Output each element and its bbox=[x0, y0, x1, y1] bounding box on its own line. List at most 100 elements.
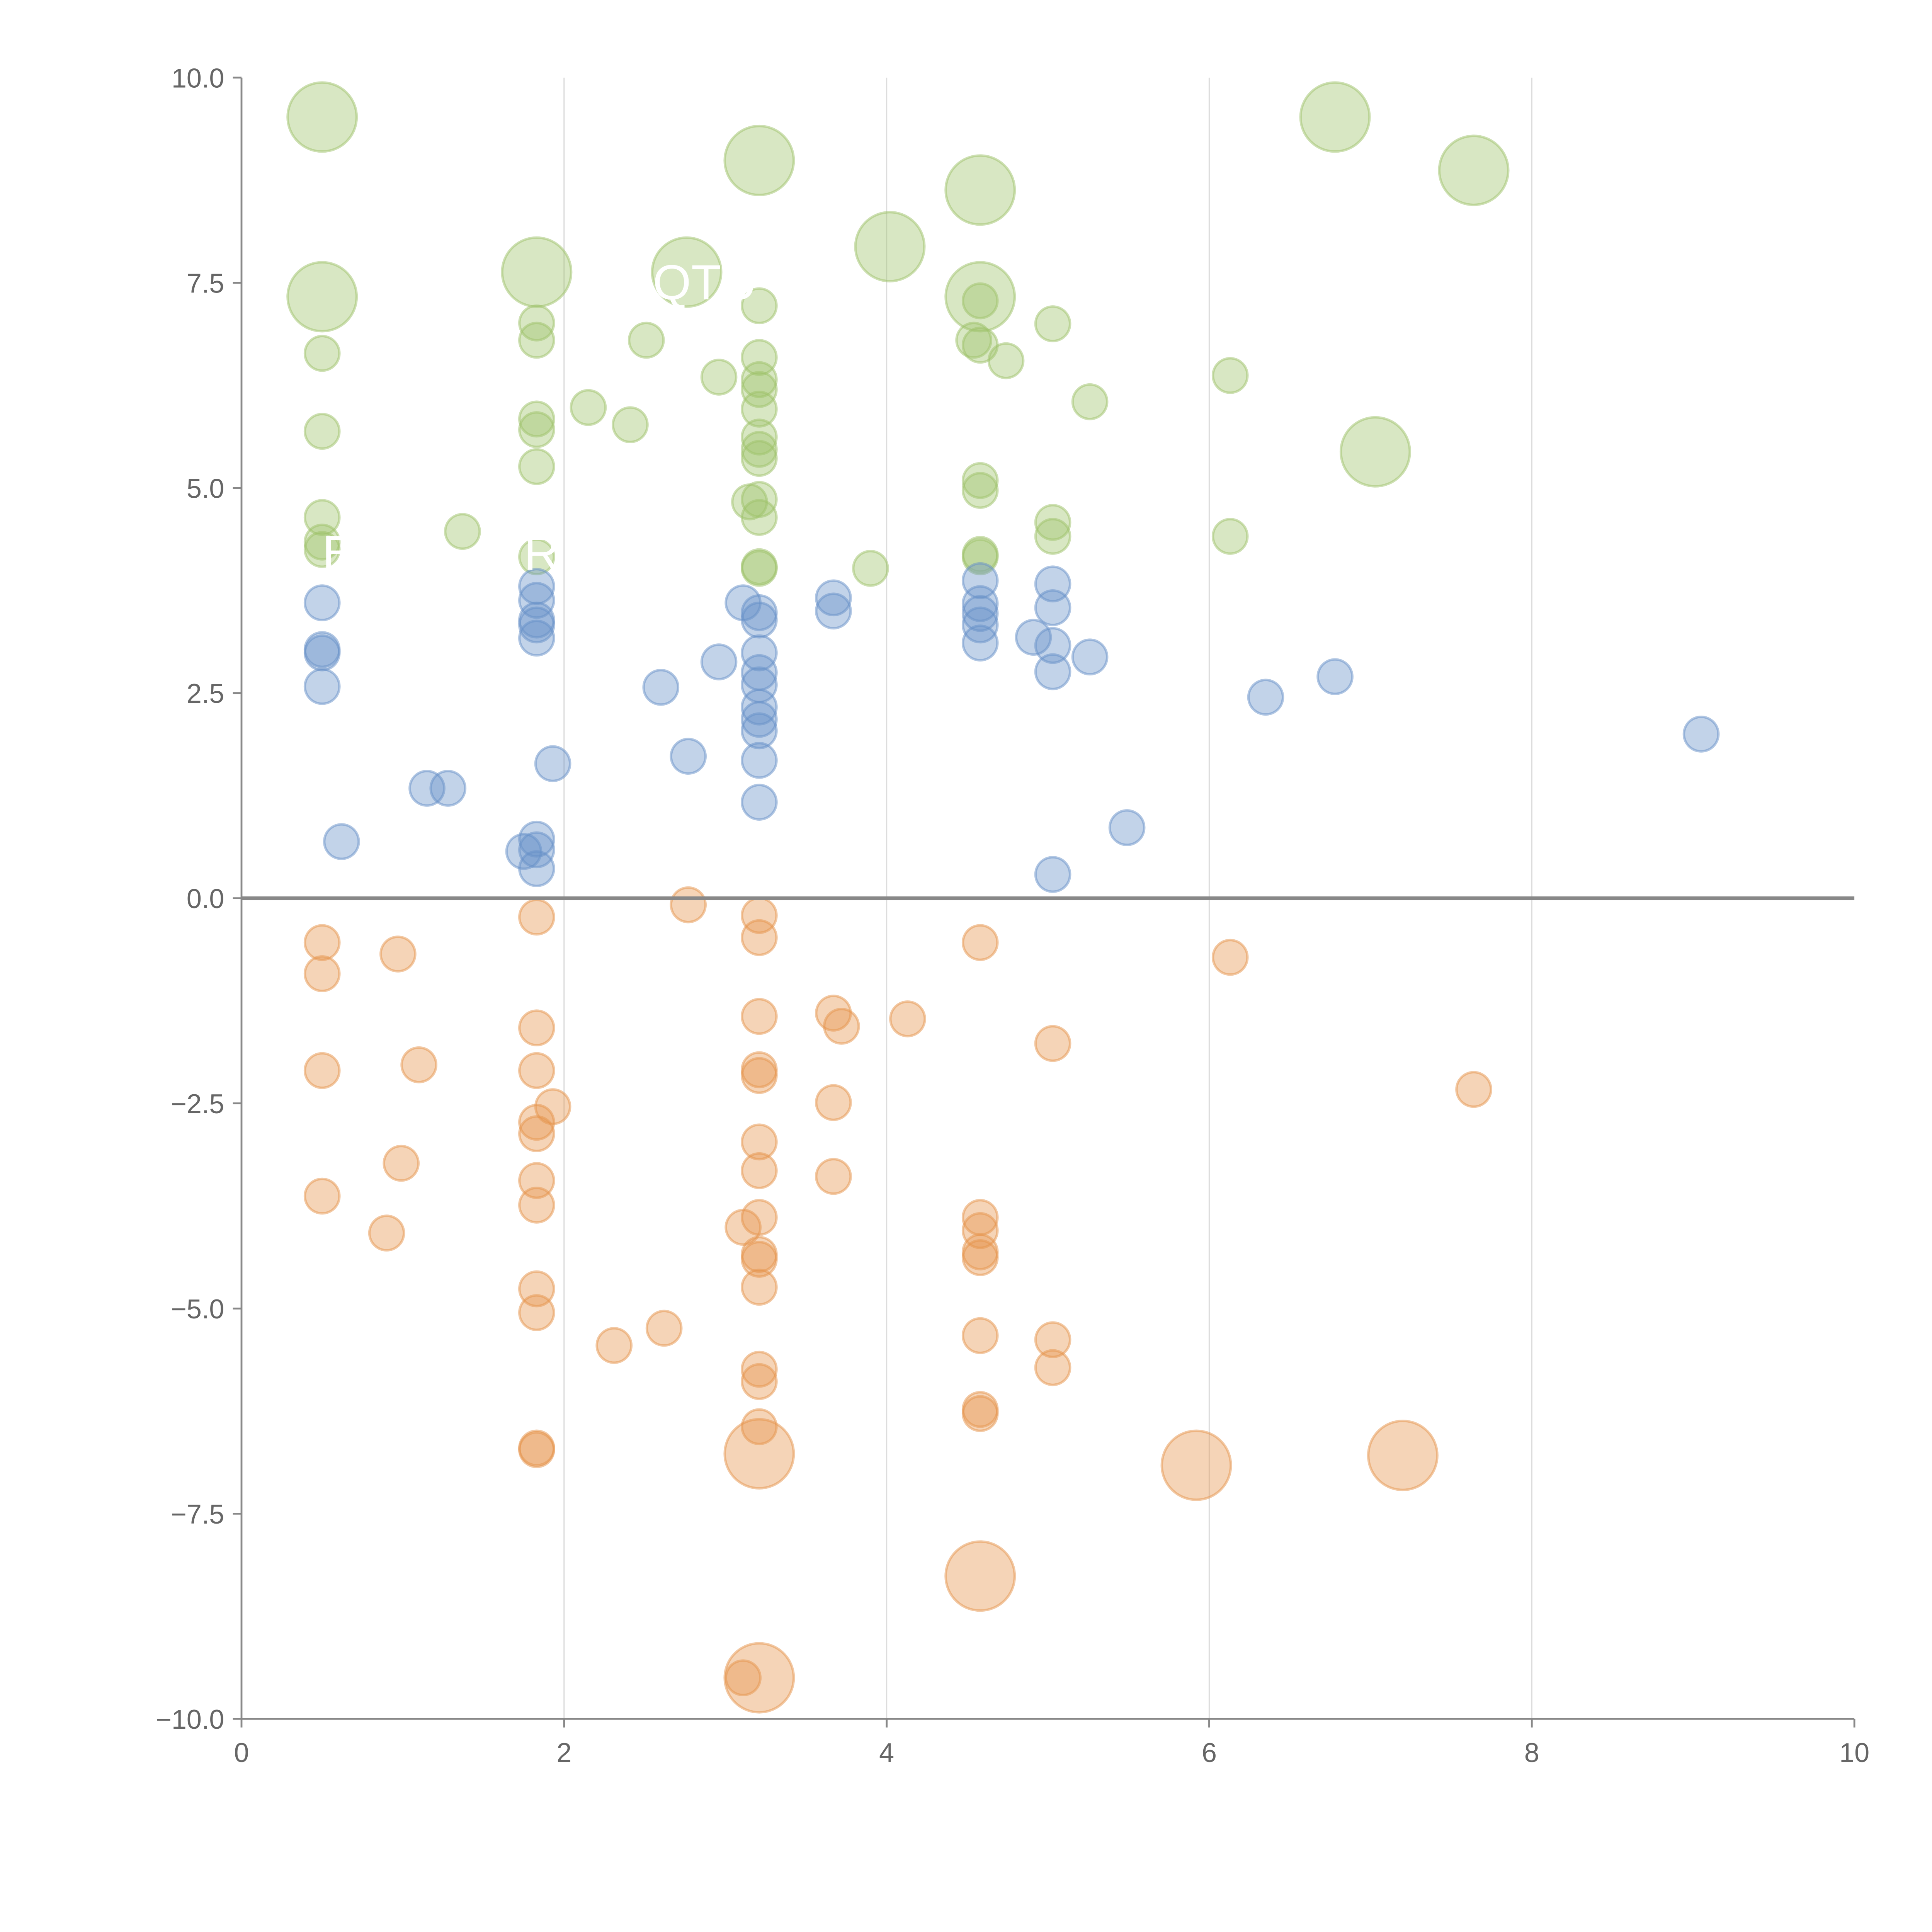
data-point-blue bbox=[670, 738, 707, 775]
y-tick-label: −5.0 bbox=[171, 1294, 224, 1324]
data-point-green bbox=[741, 391, 778, 428]
data-point-green bbox=[286, 261, 358, 333]
x-tick-label: 6 bbox=[1202, 1737, 1217, 1768]
data-point-green bbox=[518, 321, 555, 359]
data-point-orange bbox=[961, 1317, 999, 1354]
data-point-green bbox=[501, 236, 573, 308]
data-point-orange bbox=[303, 1177, 341, 1215]
data-point-blue bbox=[1316, 658, 1354, 696]
data-point-blue bbox=[642, 668, 680, 706]
data-point-blue bbox=[303, 584, 341, 621]
data-point-blue bbox=[518, 606, 555, 644]
data-point-orange bbox=[741, 1123, 778, 1161]
data-point-orange bbox=[518, 1009, 555, 1046]
data-point-green bbox=[741, 418, 778, 456]
data-point-green bbox=[741, 550, 778, 587]
data-point-orange bbox=[741, 919, 778, 956]
data-point-orange bbox=[379, 935, 417, 973]
data-point-blue bbox=[741, 712, 778, 750]
data-point-blue bbox=[961, 624, 999, 662]
data-point-blue bbox=[741, 601, 778, 639]
data-point-green bbox=[1211, 357, 1249, 394]
data-point-orange bbox=[741, 1350, 778, 1388]
data-point-orange bbox=[383, 1145, 420, 1182]
data-point-green bbox=[741, 440, 778, 477]
data-point-orange bbox=[741, 1241, 778, 1278]
data-point-blue bbox=[518, 619, 555, 657]
data-point-green bbox=[1071, 383, 1109, 420]
data-point-orange bbox=[645, 1310, 683, 1347]
data-point-green bbox=[1211, 518, 1249, 555]
data-point-green bbox=[1299, 81, 1371, 153]
data-point-green bbox=[518, 538, 555, 575]
data-point-orange bbox=[595, 1327, 633, 1364]
data-point-orange bbox=[944, 1540, 1016, 1612]
data-point-orange bbox=[518, 1187, 555, 1224]
point-annotation: QTU bbox=[653, 255, 757, 310]
y-tick-label: 0.0 bbox=[187, 883, 224, 914]
data-point-orange bbox=[1160, 1429, 1232, 1501]
data-point-blue bbox=[1247, 679, 1284, 716]
data-point-green bbox=[723, 124, 795, 196]
data-point-green bbox=[444, 513, 481, 550]
data-point-orange bbox=[741, 1269, 778, 1306]
data-point-blue bbox=[1034, 627, 1071, 664]
data-point-blue bbox=[429, 770, 467, 807]
data-point-blue bbox=[741, 701, 778, 738]
data-point-orange bbox=[889, 1000, 926, 1037]
data-point-orange bbox=[961, 1395, 999, 1432]
data-point-green bbox=[944, 261, 1016, 333]
data-point-orange bbox=[961, 1239, 999, 1276]
data-point-green bbox=[303, 335, 341, 372]
data-point-orange bbox=[961, 924, 999, 961]
data-point-orange bbox=[368, 1214, 405, 1252]
data-point-green bbox=[303, 413, 341, 450]
data-point-green bbox=[518, 448, 555, 485]
annotations: QTU B R bbox=[322, 255, 757, 581]
data-point-orange bbox=[741, 1363, 778, 1400]
data-point-green bbox=[651, 236, 723, 308]
x-tick-label: 10 bbox=[1839, 1737, 1869, 1768]
point-annotation: B bbox=[322, 526, 355, 581]
data-point-green bbox=[1438, 134, 1510, 206]
data-point-green bbox=[1034, 305, 1071, 342]
data-point-green bbox=[612, 406, 649, 444]
data-point-green bbox=[628, 321, 665, 359]
data-point-green bbox=[741, 371, 778, 408]
data-point-orange bbox=[518, 898, 555, 936]
data-point-green bbox=[570, 389, 607, 426]
data-point-blue bbox=[961, 585, 999, 622]
data-point-orange bbox=[1034, 1321, 1071, 1359]
data-point-orange bbox=[303, 955, 341, 992]
data-point-green bbox=[961, 472, 999, 509]
data-points bbox=[286, 81, 1720, 1714]
data-point-orange bbox=[723, 1418, 795, 1490]
data-point-orange bbox=[303, 924, 341, 961]
data-point-green bbox=[286, 81, 358, 153]
data-point-orange bbox=[670, 886, 707, 923]
data-point-green bbox=[518, 411, 555, 448]
y-tick-label: 10.0 bbox=[172, 63, 224, 93]
data-point-orange bbox=[1034, 1349, 1071, 1386]
data-point-orange bbox=[534, 1088, 571, 1125]
data-point-orange bbox=[518, 1052, 555, 1089]
data-point-blue bbox=[1034, 589, 1071, 626]
data-point-orange bbox=[741, 998, 778, 1035]
data-point-orange bbox=[823, 1008, 860, 1045]
data-point-blue bbox=[303, 634, 341, 672]
data-point-orange bbox=[815, 1158, 852, 1195]
y-tick-label: 2.5 bbox=[187, 678, 224, 709]
data-point-orange bbox=[1367, 1420, 1439, 1492]
y-tick-label: 5.0 bbox=[187, 473, 224, 503]
data-point-orange bbox=[303, 1052, 341, 1089]
y-tick-label: 7.5 bbox=[187, 268, 224, 298]
data-point-green bbox=[741, 431, 778, 468]
axes: 0 2 4 6 8 10 10.0 7.5 5.0 2.5 0.0 −2.5 −5.0 −7.5 −10.0 bbox=[156, 63, 1869, 1768]
data-point-green bbox=[1339, 416, 1411, 488]
data-point-green bbox=[303, 531, 341, 568]
data-point-blue bbox=[323, 823, 360, 860]
data-point-blue bbox=[534, 745, 571, 782]
y-tick-label: −2.5 bbox=[171, 1088, 224, 1119]
data-point-blue bbox=[518, 831, 555, 869]
